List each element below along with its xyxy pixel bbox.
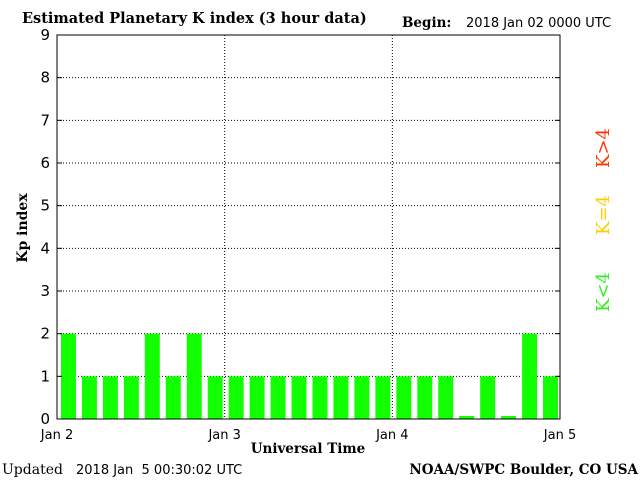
kp-bar: [291, 376, 307, 419]
chart-title: Estimated Planetary K index (3 hour data…: [22, 10, 367, 27]
kp-bar: [186, 333, 202, 419]
y-axis-ticks: 0 1 2 3 4 5 6 7 8 9: [40, 26, 560, 428]
plot-frame: [56, 34, 561, 420]
y-tick-label: 4: [40, 239, 50, 257]
kp-bar: [543, 376, 558, 419]
kp-bar: [438, 376, 454, 419]
kp-bar: [417, 376, 433, 419]
kp-bar: [375, 376, 391, 419]
kp-bar: [480, 376, 496, 419]
kp-bar: [123, 376, 139, 419]
plot-area: [57, 35, 560, 419]
updated-value: 2018 Jan 5 00:30:02 UTC: [76, 463, 242, 478]
kp-bar: [396, 376, 412, 419]
x-axis-ticks: Jan 2 Jan 3 Jan 4 Jan 5: [40, 428, 576, 443]
kp-bar: [102, 376, 118, 419]
y-axis-label: Kp index: [15, 193, 31, 263]
y-tick-label: 7: [40, 111, 50, 129]
kp-bar: [522, 333, 538, 419]
kp-bar: [61, 333, 76, 419]
kp-bar: [249, 376, 265, 419]
legend-k-less-4: K<4: [593, 272, 614, 312]
y-tick-label: 0: [40, 410, 50, 428]
x-tick-label: Jan 4: [375, 428, 408, 443]
kp-bar: [312, 376, 328, 419]
begin-value: 2018 Jan 02 0000 UTC: [466, 16, 611, 31]
y-tick-label: 3: [40, 282, 50, 300]
kp-bar: [165, 376, 181, 419]
kp-bar: [333, 376, 349, 419]
y-tick-label: 5: [40, 197, 50, 215]
y-tick-label: 8: [40, 69, 50, 87]
source-credit: NOAA/SWPC Boulder, CO USA: [409, 462, 638, 478]
kp-bar: [207, 376, 223, 419]
y-tick-label: 9: [40, 26, 50, 44]
y-tick-label: 2: [40, 325, 50, 343]
kp-bar: [81, 376, 97, 419]
y-tick-label: 1: [40, 367, 50, 385]
x-tick-label: Jan 3: [207, 428, 240, 443]
x-tick-label: Jan 2: [40, 428, 73, 443]
kp-bar: [354, 376, 370, 419]
kp-bar: [228, 376, 244, 419]
begin-label: Begin:: [402, 15, 451, 31]
legend-k-equal-4: K=4: [593, 195, 614, 235]
legend-k-greater-4: K>4: [593, 128, 614, 168]
kp-bar: [459, 416, 475, 419]
kp-bar: [501, 416, 517, 419]
x-tick-label: Jan 5: [543, 428, 576, 443]
bar-series: [61, 333, 558, 419]
x-axis-label: Universal Time: [251, 441, 366, 457]
updated-label: Updated: [2, 462, 63, 478]
kp-bar: [270, 376, 286, 419]
y-tick-label: 6: [40, 154, 50, 172]
kp-bar: [144, 333, 160, 419]
